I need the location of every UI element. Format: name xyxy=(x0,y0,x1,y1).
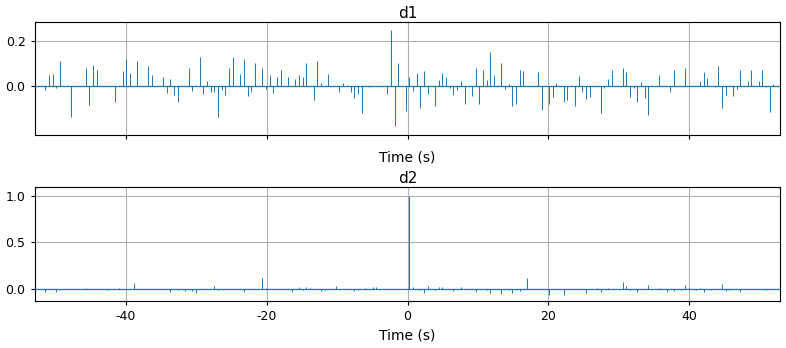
Title: d1: d1 xyxy=(398,6,417,21)
X-axis label: Time (s): Time (s) xyxy=(380,329,435,342)
X-axis label: Time (s): Time (s) xyxy=(380,150,435,164)
Title: d2: d2 xyxy=(398,171,417,186)
